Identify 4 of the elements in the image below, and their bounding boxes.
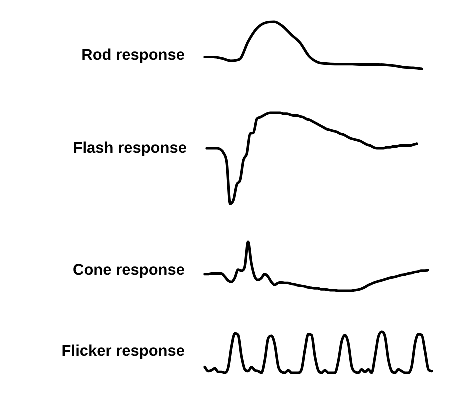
text: Flash response (72, 140, 187, 158)
text: Cone response (72, 262, 185, 280)
text: Rod response (80, 47, 185, 65)
text: Flicker response (60, 343, 185, 361)
